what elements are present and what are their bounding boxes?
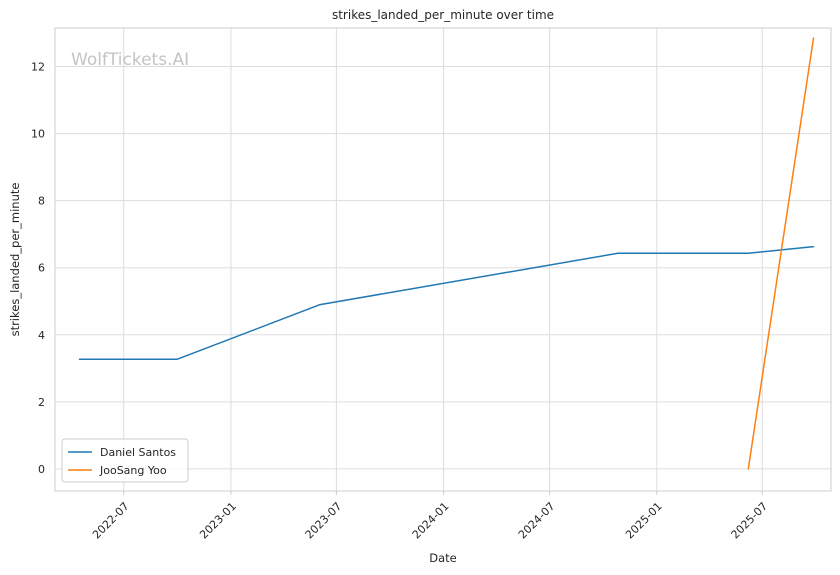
y-tick-label: 4 <box>38 329 45 342</box>
series-line-0 <box>78 245 815 360</box>
x-tick-label: 2023-01 <box>197 500 239 542</box>
legend-box <box>61 438 189 483</box>
legend-label: JooSang Yoo <box>99 464 167 477</box>
legend-label: Daniel Santos <box>100 446 176 459</box>
legend: Daniel Santos JooSang Yoo <box>61 438 189 483</box>
x-tick-label: 2024-01 <box>410 500 452 542</box>
x-tick-label: 2025-01 <box>623 500 665 542</box>
y-tick-label: 2 <box>38 396 45 409</box>
y-tick-label: 6 <box>38 262 45 275</box>
watermark-text: WolfTickets.AI <box>71 50 189 70</box>
series-group <box>78 37 815 470</box>
y-tick-label: 0 <box>38 463 45 476</box>
y-tick-label: 10 <box>31 128 45 141</box>
x-tick-label: 2022-07 <box>90 500 132 542</box>
y-tick-label: 12 <box>31 61 45 74</box>
y-axis-title: strikes_landed_per_minute <box>8 183 22 337</box>
x-tick-label: 2023-07 <box>303 500 345 542</box>
chart-title: strikes_landed_per_minute over time <box>332 8 554 22</box>
plot-area-frame <box>54 27 832 492</box>
grid <box>55 28 831 491</box>
y-tick-label: 8 <box>38 195 45 208</box>
y-axis-ticks: 0 2 4 6 8 10 12 <box>31 61 45 476</box>
series-line-1 <box>747 37 815 470</box>
x-tick-label: 2024-07 <box>516 500 558 542</box>
x-axis-title: Date <box>429 551 457 565</box>
x-tick-label: 2025-07 <box>729 500 771 542</box>
x-axis-ticks: 2022-07 2023-01 2023-07 2024-01 2024-07 2025-… <box>90 491 770 541</box>
